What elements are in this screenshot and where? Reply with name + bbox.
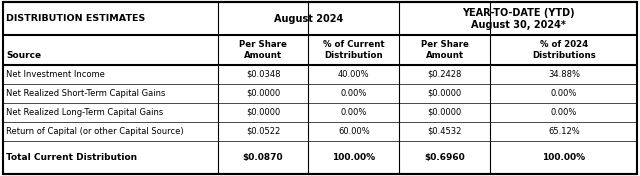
Text: 60.00%: 60.00% [338,127,370,136]
Text: $0.4532: $0.4532 [428,127,462,136]
Text: % of 2024
Distributions: % of 2024 Distributions [532,40,596,60]
Text: $0.0870: $0.0870 [243,153,284,162]
Text: August 2024: August 2024 [274,14,343,24]
Text: Return of Capital (or other Capital Source): Return of Capital (or other Capital Sour… [6,127,184,136]
Text: DISTRIBUTION ESTIMATES: DISTRIBUTION ESTIMATES [6,14,146,23]
Text: $0.0000: $0.0000 [428,89,462,98]
Text: Source: Source [6,51,42,60]
Text: Per Share
Amount: Per Share Amount [239,40,287,60]
Text: 40.00%: 40.00% [338,70,370,79]
Text: 65.12%: 65.12% [548,127,580,136]
Text: Net Realized Long-Term Capital Gains: Net Realized Long-Term Capital Gains [6,108,164,117]
Text: Per Share
Amount: Per Share Amount [421,40,468,60]
Text: $0.0000: $0.0000 [246,108,280,117]
Text: $0.0000: $0.0000 [428,108,462,117]
Text: $0.0000: $0.0000 [246,89,280,98]
Text: YEAR-TO-DATE (YTD)
August 30, 2024*: YEAR-TO-DATE (YTD) August 30, 2024* [462,8,575,30]
Text: $0.0522: $0.0522 [246,127,280,136]
Text: Net Investment Income: Net Investment Income [6,70,105,79]
Text: 34.88%: 34.88% [548,70,580,79]
Text: 0.00%: 0.00% [550,108,577,117]
Text: Total Current Distribution: Total Current Distribution [6,153,138,162]
Text: $0.0348: $0.0348 [246,70,280,79]
Text: $0.6960: $0.6960 [424,153,465,162]
Text: 0.00%: 0.00% [340,108,367,117]
Text: 0.00%: 0.00% [340,89,367,98]
Text: 0.00%: 0.00% [550,89,577,98]
Text: 100.00%: 100.00% [542,153,586,162]
Text: 100.00%: 100.00% [332,153,376,162]
Text: % of Current
Distribution: % of Current Distribution [323,40,385,60]
Text: Net Realized Short-Term Capital Gains: Net Realized Short-Term Capital Gains [6,89,166,98]
Text: $0.2428: $0.2428 [428,70,462,79]
